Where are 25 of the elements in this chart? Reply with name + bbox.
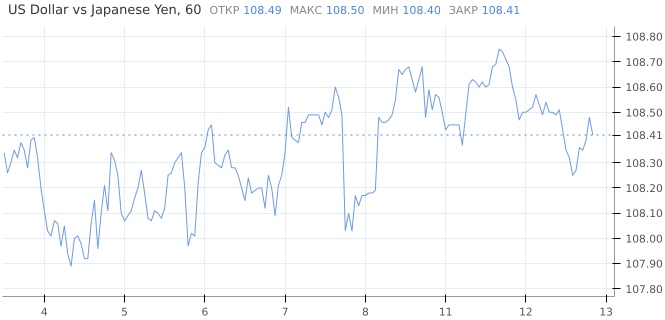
x-tick-label: 12 xyxy=(519,306,533,318)
x-tick-label: 5 xyxy=(121,306,128,318)
x-tick-label: 7 xyxy=(282,306,288,318)
y-tick-label: 108.30 xyxy=(626,156,664,170)
y-tick-label: 108.00 xyxy=(626,232,664,246)
text: ОТКР 108.49 xyxy=(210,4,282,17)
x-tick-label: 6 xyxy=(201,306,208,318)
ref-line-label: 108.41 xyxy=(626,129,663,142)
y-tick-label: 107.90 xyxy=(626,258,664,271)
chart-title: US Dollar vs Japanese Yen, 60 xyxy=(8,3,202,18)
y-tick-label: 108.60 xyxy=(626,81,664,94)
x-tick-label: 11 xyxy=(438,306,452,318)
y-tick-label: 108.70 xyxy=(626,56,664,69)
x-tick-label: 4 xyxy=(40,306,48,318)
y-tick-label: 108.80 xyxy=(626,30,664,44)
text: МАКС 108.50 xyxy=(290,4,365,17)
y-tick-label: 108.10 xyxy=(626,207,664,220)
y-tick-label: 108.20 xyxy=(626,182,664,195)
y-tick-label: 108.50 xyxy=(626,106,664,120)
line-series xyxy=(4,48,594,267)
x-tick-label: 13 xyxy=(599,306,613,318)
text: МИН 108.40 xyxy=(372,4,441,17)
text: ЗАКР 108.41 xyxy=(448,4,520,17)
x-tick-label: 8 xyxy=(362,306,369,318)
y-tick-label: 107.80 xyxy=(626,282,664,296)
